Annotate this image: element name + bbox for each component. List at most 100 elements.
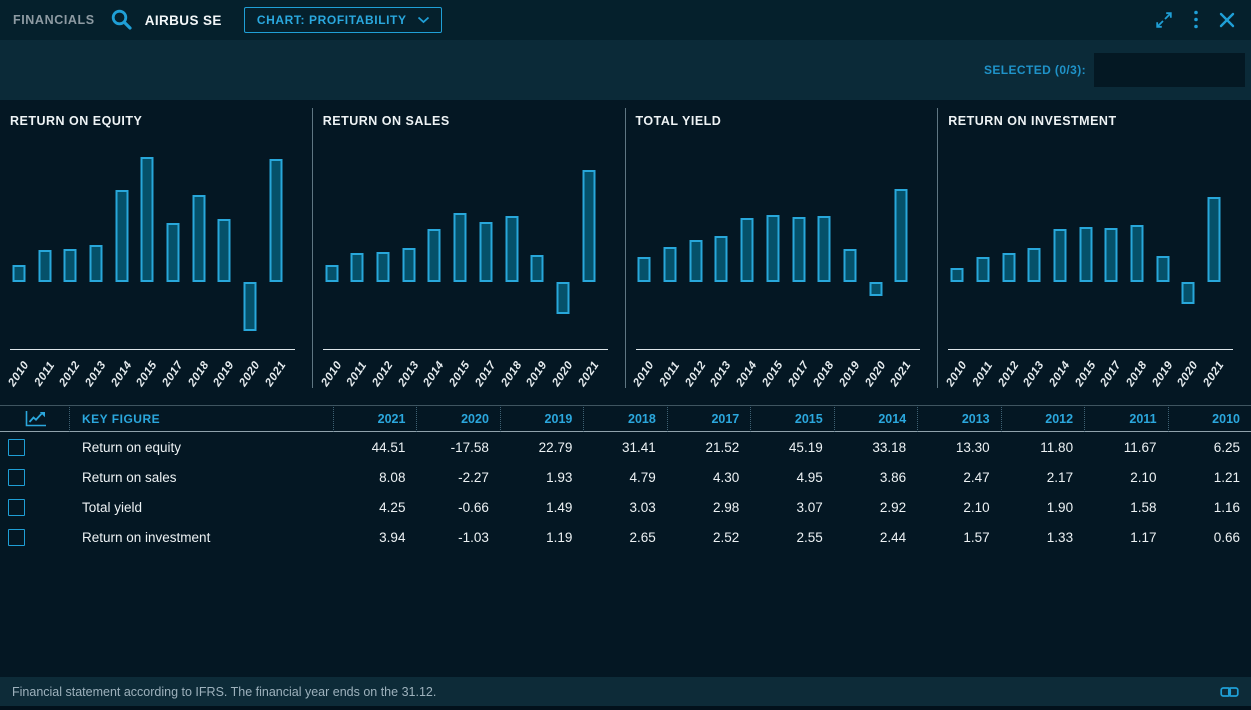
chevron-down-icon [417,16,430,24]
x-tick: 2019 [212,352,238,398]
bar-slot [1201,140,1227,349]
year-column-header: 2013 [917,405,1000,432]
x-tick: 2019 [1150,352,1176,398]
bar [843,249,856,282]
x-tick: 2010 [6,352,32,398]
bar [325,265,338,282]
x-tick-label: 2012 [683,359,708,389]
key-figure-value: 1.90 [1001,492,1084,522]
x-tick: 2020 [237,352,263,398]
year-column-header: 2018 [583,405,666,432]
bar [715,236,728,282]
x-tick-label: 2011 [345,360,370,389]
key-figure-value: -0.66 [416,492,499,522]
bar-slot [186,140,212,349]
key-figure-value: 1.16 [1168,492,1251,522]
x-axis-line [948,349,1233,350]
year-column-header: 2010 [1168,405,1251,432]
bar [818,216,831,282]
x-tick: 2012 [683,352,709,398]
link-button[interactable] [1220,684,1239,700]
bar [792,217,805,282]
key-figure-value: 21.52 [667,432,750,462]
x-tick-label: 2015 [760,359,785,389]
bar-slot [212,140,238,349]
x-tick-label: 2014 [1047,359,1072,389]
bar-slot [1047,140,1073,349]
x-tick-label: 2012 [996,359,1021,389]
x-tick: 2013 [1021,352,1047,398]
x-tick-label: 2015 [1073,359,1098,389]
key-figure-value: 4.30 [667,462,750,492]
bar [1002,253,1015,282]
x-tick-label: 2017 [473,359,498,389]
x-tick: 2019 [837,352,863,398]
bar-plot [944,140,1227,349]
key-figure-value: 2.10 [1084,462,1167,492]
expand-button[interactable] [1154,10,1174,30]
key-figure-value: 2.17 [1001,462,1084,492]
bar-slot [57,140,83,349]
key-figure-value: 1.93 [500,462,583,492]
bar [64,249,77,282]
x-tick-label: 2010 [632,359,657,389]
bar [951,268,964,282]
x-tick-label: 2014 [422,359,447,389]
x-tick: 2020 [863,352,889,398]
bar [89,245,102,282]
year-column-header: 2015 [750,405,833,432]
bar-slot [524,140,550,349]
key-figure-value: 11.80 [1001,432,1084,462]
x-tick-label: 2011 [658,360,683,389]
bar-slot [447,140,473,349]
x-tick-label: 2014 [109,359,134,389]
bar [505,216,518,282]
bar-slot [32,140,58,349]
more-options-button[interactable] [1193,9,1199,31]
table-header-icon-cell [0,405,70,432]
bar [689,240,702,282]
row-checkbox[interactable] [8,439,25,456]
row-checkbox-cell [0,492,70,522]
bar-slot [160,140,186,349]
row-checkbox-cell [0,522,70,552]
x-tick-label: 2021 [1201,359,1226,389]
year-column-header: 2012 [1001,405,1084,432]
bar-slot [632,140,658,349]
row-checkbox[interactable] [8,469,25,486]
x-tick-label: 2011 [32,360,57,389]
bar-slot [83,140,109,349]
link-icon [1220,684,1239,700]
bar [869,282,882,296]
close-button[interactable] [1218,11,1236,29]
bar-slot [576,140,602,349]
chart-type-dropdown-label: CHART: PROFITABILITY [257,13,407,27]
x-tick: 2011 [344,352,370,398]
x-tick: 2013 [709,352,735,398]
key-figure-value: 11.67 [1084,432,1167,462]
key-figure-value: -1.03 [416,522,499,552]
x-tick-label: 2010 [6,359,31,389]
chart-type-dropdown[interactable]: CHART: PROFITABILITY [244,7,442,33]
bar [1156,256,1169,282]
x-tick-label: 2017 [1099,359,1124,389]
chart-panel: RETURN ON INVESTMENT20102011201220132014… [938,100,1251,400]
row-checkbox[interactable] [8,499,25,516]
row-checkbox-cell [0,432,70,462]
search-button[interactable] [109,7,135,33]
x-tick: 2018 [811,352,837,398]
key-figure-value: 2.52 [667,522,750,552]
key-figure-value: 3.86 [834,462,917,492]
bar-slot [344,140,370,349]
row-checkbox[interactable] [8,529,25,546]
x-tick: 2018 [186,352,212,398]
key-figure-label: Total yield [70,492,333,522]
bar-slot [263,140,289,349]
x-tick: 2011 [970,352,996,398]
key-figure-value: 3.07 [750,492,833,522]
x-tick-label: 2018 [812,359,837,389]
selected-items-box[interactable] [1094,53,1245,87]
x-axis-line [636,349,921,350]
key-figure-value: 4.79 [583,462,666,492]
x-tick-label: 2021 [576,359,601,389]
